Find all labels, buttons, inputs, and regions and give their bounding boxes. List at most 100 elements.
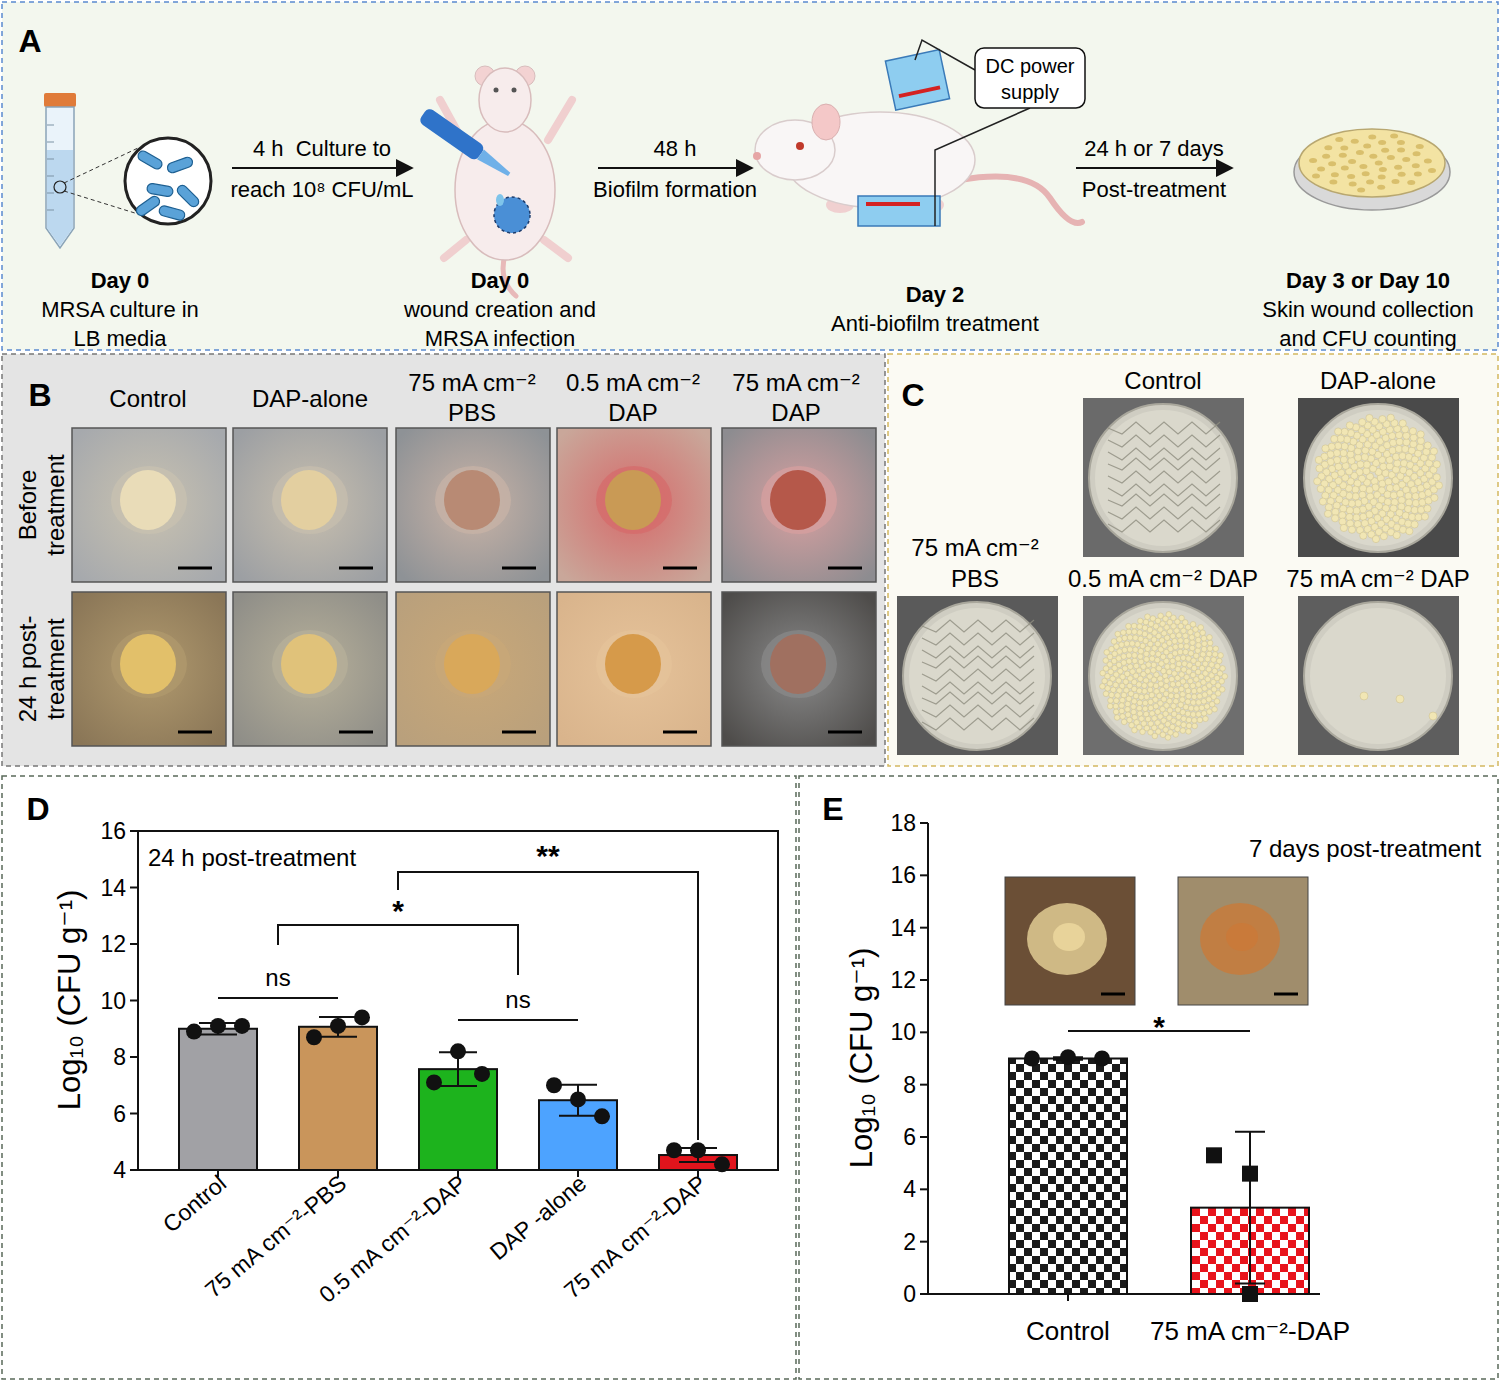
colony [1111,639,1117,645]
inset-photo [1005,877,1135,1005]
tube-liquid [47,150,73,246]
label: Day 3 or Day 10 [1286,268,1450,293]
colony [1421,513,1428,520]
colony [1412,500,1419,507]
streak [922,692,1034,704]
colony [1175,656,1181,662]
colony [1140,643,1146,649]
plate-photo [1083,398,1244,557]
chart-title: 24 h post-treatment [148,844,356,871]
inset-wound-core [1053,923,1085,951]
colony [1200,630,1206,636]
panel-a: ADC powersupply4 h Culture toreach 10⁸ C… [18,23,1473,351]
label: Control [109,385,186,412]
y-tick [920,1241,928,1243]
colony [1129,641,1135,647]
colony [1193,677,1199,683]
colony [1133,635,1139,641]
colony [1183,704,1189,710]
wound-bed [120,634,176,694]
dropper [418,107,514,182]
colony [1180,697,1186,703]
bacterium [134,194,161,217]
colony [1186,729,1192,735]
streak [1108,520,1220,532]
power-supply-box [975,48,1085,108]
panel-frame [2,2,1498,350]
panel-letter: D [26,791,49,827]
colony [1176,720,1182,726]
plate-agar [1095,410,1231,546]
dish-colony [1348,159,1356,164]
colony [1137,700,1143,706]
x-axis [928,1293,1320,1295]
colony [1116,637,1122,643]
colony [1126,653,1132,659]
colony [1359,419,1366,426]
colony [1144,656,1150,662]
data-point [306,1029,322,1045]
colony [1131,699,1137,705]
colony [1168,730,1174,736]
colony [1206,651,1212,657]
plate [1304,404,1452,552]
colony [1331,515,1338,522]
label: 75 mA cm⁻² DAP [1286,565,1469,592]
colony [1392,453,1399,460]
colony [1104,650,1110,656]
colony [1120,697,1126,703]
colony [1360,692,1368,700]
mouse-ear [812,104,840,140]
label: 24 h or 7 days [1084,136,1223,161]
colony [1406,528,1413,535]
y-tick-label: 6 [113,1101,126,1127]
plate-photo [1083,596,1244,755]
label: Skin wound collection [1262,297,1474,322]
colony [1346,507,1353,514]
colony [1180,728,1186,734]
bacterium [158,205,186,221]
colony [1126,623,1132,629]
colony [1135,641,1141,647]
colony [1392,466,1399,473]
colony [1201,711,1207,717]
mouse-tail [960,177,1082,223]
colony [1430,448,1437,455]
y-axis-label: Log₁₀ (CFU g⁻¹) [52,890,87,1111]
colony [1138,654,1144,660]
wound-rim [111,630,187,698]
dish-colony [1378,174,1386,179]
colony [1199,705,1205,711]
colony [1186,717,1192,723]
colony [1317,485,1324,492]
colony [1173,644,1179,650]
x-tick-label: Control [158,1170,232,1238]
bacterium [166,156,194,174]
label: 75 mA cm⁻² [911,534,1038,561]
colony [1193,653,1199,659]
label: 0.5 mA cm⁻² [566,369,700,396]
colony [1207,635,1213,641]
streak [1108,458,1220,470]
colony [1192,694,1198,700]
colony [1180,692,1186,698]
wound-rim [435,466,511,534]
scale-bar [663,567,697,570]
significance-bracket [398,872,698,1140]
y-tick-label: 12 [890,967,916,993]
colony [1103,658,1109,664]
colony [1170,682,1176,688]
colony [1344,436,1351,443]
data-point [1094,1051,1110,1067]
scale-bar [502,731,536,734]
colony [1340,449,1347,456]
scale-bar [828,731,862,734]
colony [1149,656,1155,662]
colony [1127,647,1133,653]
colony [1144,651,1150,657]
colony [1131,709,1137,715]
inset-wound-core [1226,923,1258,951]
plate-agar [1310,410,1446,546]
dish-colony [1390,133,1398,138]
colony [1110,687,1116,693]
